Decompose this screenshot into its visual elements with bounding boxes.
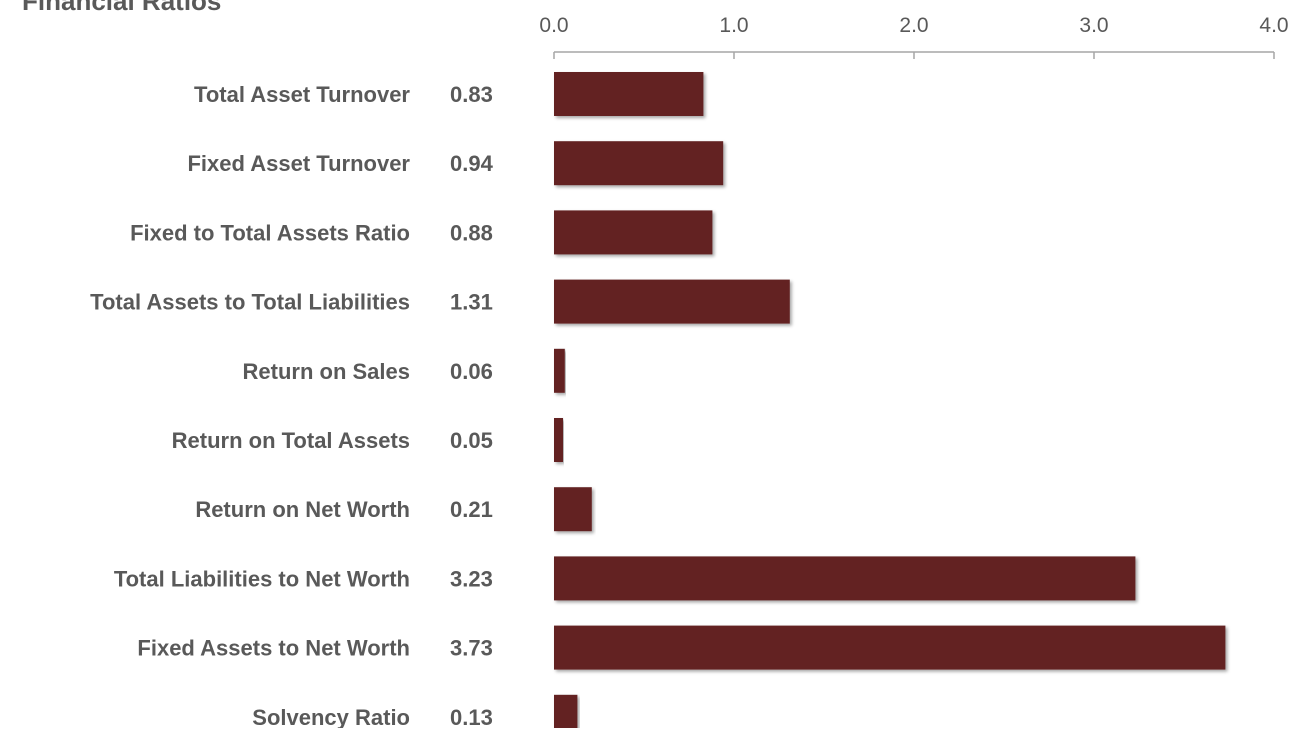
category-label: Return on Sales [243, 359, 410, 384]
data-label: 0.94 [450, 151, 494, 176]
bar [554, 625, 1226, 670]
category-label: Return on Net Worth [195, 497, 410, 522]
category-label: Fixed Asset Turnover [187, 151, 410, 176]
bar [554, 556, 1136, 601]
category-label: Total Liabilities to Net Worth [114, 566, 410, 591]
data-label: 0.83 [450, 82, 493, 107]
chart-title: Financial Ratios [22, 0, 222, 16]
category-label: Total Asset Turnover [194, 82, 410, 107]
x-tick-label: 3.0 [1079, 14, 1108, 37]
data-label: 0.13 [450, 705, 493, 728]
bar [554, 210, 713, 255]
data-label: 3.23 [450, 566, 493, 591]
category-label: Fixed Assets to Net Worth [137, 636, 410, 661]
data-label: 0.06 [450, 359, 493, 384]
x-tick-label: 0.0 [539, 14, 568, 37]
data-label: 0.88 [450, 220, 493, 245]
category-label: Fixed to Total Assets Ratio [130, 220, 410, 245]
category-label: Return on Total Assets [172, 428, 410, 453]
bar [554, 141, 724, 186]
data-label: 0.21 [450, 497, 493, 522]
bar [554, 348, 565, 393]
bar [554, 72, 704, 116]
data-label: 0.05 [450, 428, 493, 453]
category-label: Total Assets to Total Liabilities [90, 290, 410, 315]
data-label: 1.31 [450, 290, 493, 315]
x-tick-label: 2.0 [899, 14, 928, 37]
x-tick-label: 4.0 [1259, 14, 1288, 37]
data-label: 3.73 [450, 636, 493, 661]
category-label: Solvency Ratio [252, 705, 410, 728]
bar [554, 487, 592, 532]
bar [554, 694, 578, 733]
bar [554, 418, 563, 462]
bar [554, 279, 790, 324]
x-tick-label: 1.0 [719, 14, 748, 37]
